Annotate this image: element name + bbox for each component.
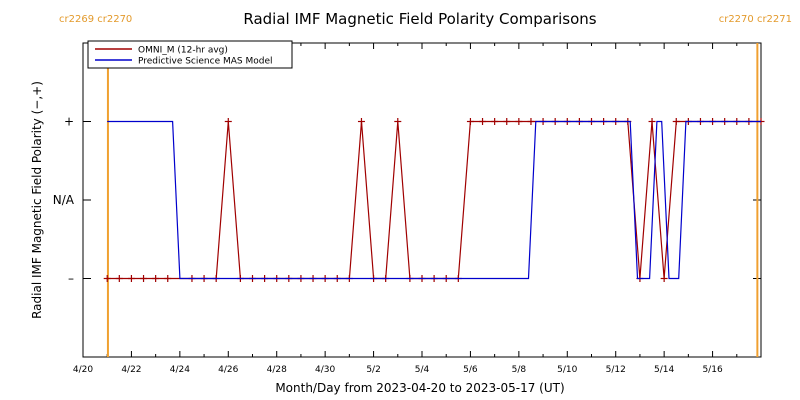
x-axis: 4/20 4/22 4/24 4/26 4/28 4/30 5/2 5/4 5/6 5/8 5/10…	[73, 43, 738, 375]
y-tick-label: N/A	[53, 193, 75, 207]
series-mas-model	[107, 120, 761, 280]
legend-label: Predictive Science MAS Model	[138, 57, 273, 67]
data-point	[127, 275, 135, 282]
data-point	[394, 118, 402, 125]
series-line	[107, 120, 761, 280]
x-tick-label: 5/12	[606, 365, 626, 375]
x-tick-label: 4/24	[170, 365, 190, 375]
x-tick-label: 4/28	[267, 365, 287, 375]
data-point	[527, 118, 535, 125]
data-point	[357, 118, 365, 125]
x-tick-label: 5/10	[557, 365, 577, 375]
data-point	[103, 275, 111, 282]
rotation-label-right: cr2270 cr2271	[719, 14, 792, 25]
x-tick-label: 4/20	[73, 365, 93, 375]
x-tick-label: 5/8	[512, 365, 527, 375]
x-axis-label: Month/Day from 2023-04-20 to 2023-05-17 …	[275, 381, 564, 395]
x-tick-label: 5/4	[415, 365, 430, 375]
chart-title: Radial IMF Magnetic Field Polarity Compa…	[243, 10, 596, 28]
data-point	[164, 275, 172, 282]
data-point	[672, 118, 680, 125]
y-tick-label: +	[64, 115, 74, 129]
data-point	[479, 118, 487, 125]
y-axis-label: Radial IMF Magnetic Field Polarity (−,+)	[30, 81, 44, 319]
y-axis: + N/A –	[53, 115, 761, 286]
data-point	[491, 118, 499, 125]
series-layer	[103, 118, 765, 282]
data-point	[152, 275, 160, 282]
y-tick-label: –	[68, 272, 74, 286]
x-tick-label: 5/16	[702, 365, 722, 375]
data-point	[224, 118, 232, 125]
data-point	[660, 275, 668, 282]
data-point	[140, 275, 148, 282]
data-point	[648, 118, 656, 125]
rotation-labels: cr2269 cr2270 cr2270 cr2271	[59, 14, 792, 25]
x-tick-label: 4/30	[315, 365, 335, 375]
legend: OMNI_M (12-hr avg)Predictive Science MAS…	[87, 40, 293, 69]
legend-label: OMNI_M (12-hr avg)	[138, 46, 228, 56]
x-tick-label: 4/26	[218, 365, 238, 375]
data-point	[115, 275, 123, 282]
rotation-label-left: cr2269 cr2270	[59, 14, 132, 25]
data-point	[503, 118, 511, 125]
rotation-markers	[106, 43, 759, 357]
legend-box	[87, 40, 293, 69]
data-point	[466, 118, 474, 125]
x-tick-label: 5/2	[366, 365, 380, 375]
x-tick-label: 4/22	[121, 365, 141, 375]
x-tick-label: 5/6	[463, 365, 478, 375]
x-tick-label: 5/14	[654, 365, 674, 375]
data-point	[515, 118, 523, 125]
